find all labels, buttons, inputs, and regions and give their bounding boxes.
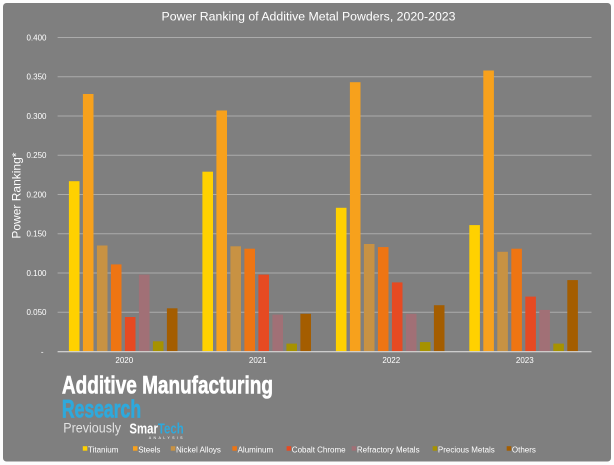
svg-text:0.250: 0.250 — [26, 151, 47, 160]
svg-text:0.100: 0.100 — [26, 269, 47, 278]
svg-text:-: - — [41, 347, 44, 356]
svg-text:2021: 2021 — [249, 356, 267, 365]
svg-text:0.150: 0.150 — [26, 230, 47, 239]
svg-text:Nickel Alloys: Nickel Alloys — [176, 445, 221, 454]
svg-text:Others: Others — [512, 445, 536, 454]
svg-text:2023: 2023 — [516, 356, 534, 365]
svg-text:Titanium: Titanium — [88, 445, 119, 454]
svg-text:0.050: 0.050 — [26, 308, 47, 317]
svg-text:2020: 2020 — [115, 356, 133, 365]
svg-text:Refractory Metals: Refractory Metals — [357, 445, 420, 454]
svg-text:Power Ranking*: Power Ranking* — [10, 152, 24, 238]
svg-text:Steels: Steels — [138, 445, 160, 454]
svg-text:Previously: Previously — [63, 420, 121, 436]
svg-text:Aluminum: Aluminum — [238, 445, 274, 454]
svg-text:Power Ranking of Additive Meta: Power Ranking of Additive Metal Powders,… — [162, 9, 456, 23]
svg-text:0.200: 0.200 — [26, 190, 47, 199]
svg-text:ANALYSIS: ANALYSIS — [149, 436, 185, 440]
svg-text:Cobalt Chrome: Cobalt Chrome — [292, 445, 346, 454]
svg-text:0.350: 0.350 — [26, 73, 47, 82]
svg-text:Research: Research — [62, 394, 141, 423]
svg-text:Precious Metals: Precious Metals — [438, 445, 495, 454]
svg-text:2022: 2022 — [382, 356, 400, 365]
svg-text:0.300: 0.300 — [26, 112, 47, 121]
svg-text:0.400: 0.400 — [26, 33, 47, 42]
svg-text:SmarTech: SmarTech — [129, 420, 183, 437]
svg-text:Additive Manufacturing: Additive Manufacturing — [62, 371, 273, 399]
